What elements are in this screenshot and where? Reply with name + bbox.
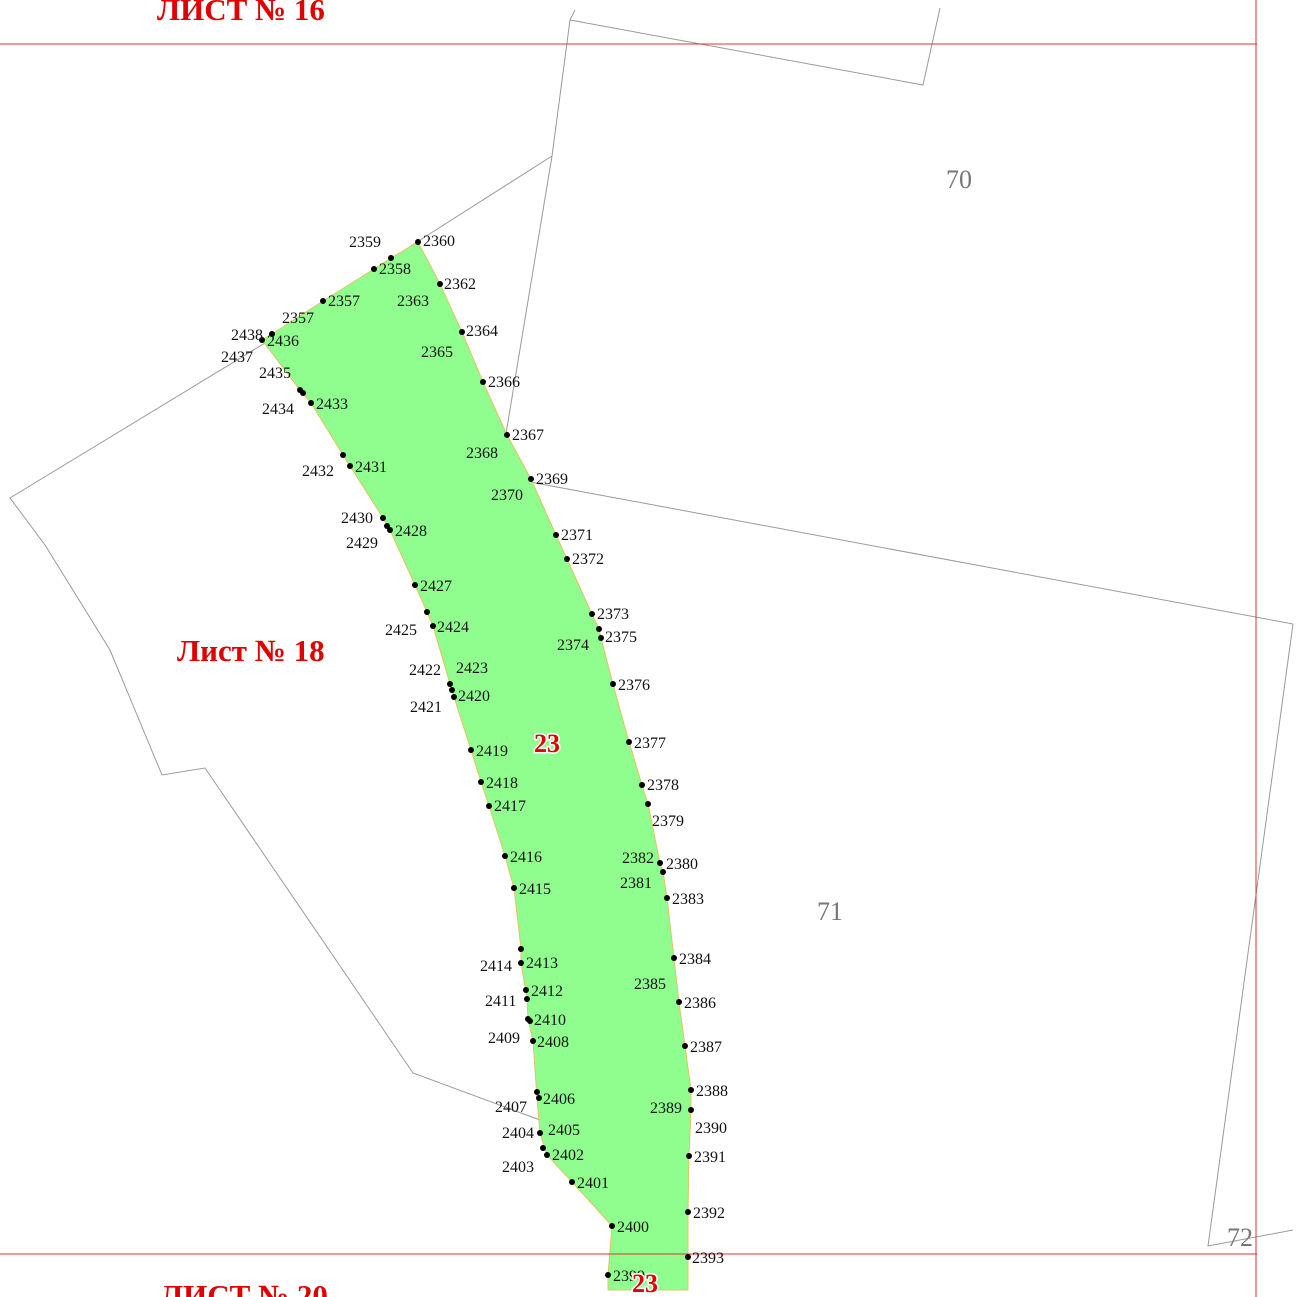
point-label: 2357	[282, 310, 314, 327]
point-label: 2420	[458, 688, 490, 705]
point-label: 2388	[696, 1083, 728, 1100]
point-label: 2369	[536, 471, 568, 488]
point-label: 2384	[679, 951, 711, 968]
point-label: 2411	[485, 993, 516, 1010]
point-label: 2381	[620, 875, 652, 892]
point-label: 2413	[526, 955, 558, 972]
point-label: 2374	[557, 637, 589, 654]
point-label: 2427	[420, 578, 452, 595]
point-label: 2390	[695, 1120, 727, 1137]
point-labels: 2357 2357 2358 2359 2360 2362 2363 2364 …	[221, 233, 728, 1285]
point-label: 2404	[502, 1125, 534, 1142]
point-label: 2392	[693, 1205, 725, 1222]
point-label: 2418	[486, 775, 518, 792]
plot-number-continuation: 23	[632, 1269, 658, 1297]
point-label: 2370	[491, 487, 523, 504]
point-label: 2367	[512, 427, 544, 444]
point-label: 2432	[302, 463, 334, 480]
point-label: 2416	[510, 849, 542, 866]
point-label: 2389	[650, 1100, 682, 1117]
point-label: 2424	[437, 619, 469, 636]
point-label: 2378	[647, 777, 679, 794]
point-label: 2421	[410, 699, 442, 716]
point-label: 2407	[495, 1099, 527, 1116]
point-label: 2403	[502, 1159, 534, 1176]
sheet-label-bottom: ЛИСТ № 20	[160, 1278, 328, 1297]
point-label: 2400	[617, 1219, 649, 1236]
point-label: 2393	[692, 1250, 724, 1267]
point-label: 2380	[666, 856, 698, 873]
point-label: 2428	[395, 523, 427, 540]
sheet-frame	[0, 0, 1257, 1297]
point-label: 2357	[328, 293, 360, 310]
point-label: 2425	[385, 622, 417, 639]
plot-number: 23	[534, 729, 560, 758]
point-label: 2422	[409, 662, 441, 679]
point-label: 2414	[480, 958, 512, 975]
point-label: 2379	[652, 813, 684, 830]
point-label: 2368	[466, 445, 498, 462]
point-label: 2438	[231, 327, 263, 344]
point-label: 2382	[622, 850, 654, 867]
point-label: 2430	[341, 510, 373, 527]
point-label: 2399	[613, 1268, 645, 1285]
point-label: 2391	[694, 1149, 726, 1166]
point-label: 2365	[421, 344, 453, 361]
point-label: 2417	[494, 798, 526, 815]
point-label: 2431	[355, 459, 387, 476]
point-label: 2376	[618, 677, 650, 694]
point-label: 2412	[531, 983, 563, 1000]
point-label: 2373	[597, 606, 629, 623]
point-label: 2410	[534, 1012, 566, 1029]
point-label: 2359	[349, 234, 381, 251]
point-label: 2406	[543, 1091, 575, 1108]
point-label: 2419	[476, 743, 508, 760]
point-label: 2423	[456, 660, 488, 677]
parcel-number-71: 71	[817, 897, 843, 926]
point-label: 2435	[259, 365, 291, 382]
point-label: 2401	[577, 1175, 609, 1192]
point-label: 2386	[684, 995, 716, 1012]
point-label: 2385	[634, 976, 666, 993]
point-label: 2366	[488, 374, 520, 391]
point-label: 2436	[267, 333, 299, 350]
point-label: 2408	[537, 1034, 569, 1051]
point-label: 2363	[397, 293, 429, 310]
point-label: 2358	[379, 261, 411, 278]
sheet-label-left: Лист № 18	[177, 633, 325, 668]
point-label: 2362	[444, 276, 476, 293]
point-label: 2409	[488, 1030, 520, 1047]
survey-points	[259, 239, 694, 1278]
point-label: 2375	[605, 629, 637, 646]
point-label: 2360	[423, 233, 455, 250]
point-label: 2433	[316, 396, 348, 413]
sheet-label-top: ЛИСТ № 16	[157, 0, 325, 27]
point-label: 2372	[572, 551, 604, 568]
point-label: 2377	[634, 735, 666, 752]
point-label: 2415	[519, 881, 551, 898]
parcel-number-70: 70	[946, 165, 972, 194]
point-label: 2437	[221, 349, 253, 366]
point-label: 2383	[672, 891, 704, 908]
point-label: 2405	[548, 1122, 580, 1139]
point-label: 2434	[262, 401, 294, 418]
point-label: 2371	[561, 527, 593, 544]
point-label: 2387	[690, 1039, 722, 1056]
parcel-number-72: 72	[1227, 1223, 1253, 1252]
point-label: 2402	[552, 1147, 584, 1164]
point-label: 2364	[466, 323, 498, 340]
parcel-70-boundary	[569, 7, 941, 86]
point-label: 2429	[346, 535, 378, 552]
parcel-70-west-edge	[499, 19, 571, 471]
